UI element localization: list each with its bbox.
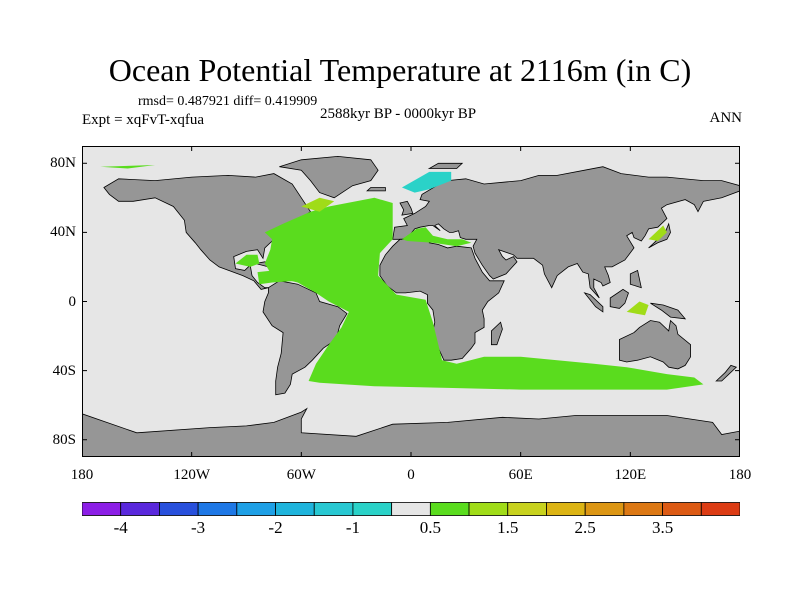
colorbar-box	[82, 502, 122, 516]
colorbar-label: 3.5	[651, 518, 674, 537]
x-tick-label: 0	[407, 467, 415, 483]
colorbar-box	[623, 502, 663, 516]
region-eurasia	[392, 166, 740, 299]
region-antarctica	[82, 407, 740, 457]
region-australia	[619, 319, 691, 370]
colorbar-label: -3	[191, 518, 206, 537]
region-borneo	[609, 288, 629, 309]
region-arctic-positive	[100, 165, 156, 169]
region-sumatra	[583, 292, 604, 313]
colorbar-label: 2.5	[574, 518, 596, 537]
colorbar-box	[197, 502, 238, 516]
y-tick-label: 40S	[52, 362, 76, 379]
x-tick-label: 180	[70, 467, 94, 483]
x-tick-label: 120W	[173, 467, 210, 483]
colorbar-label: 1.5	[497, 518, 519, 537]
colorbar-box	[120, 502, 160, 516]
stats-text: rmsd= 0.487921 diff= 0.419909	[138, 94, 318, 109]
x-tick-label: 60E	[508, 467, 533, 483]
region-caribbean-positive	[257, 270, 298, 285]
colorbar-box	[662, 502, 702, 516]
experiment-label: Expt = xqFvT-xqfua	[82, 112, 205, 128]
region-gulf-positive	[235, 254, 260, 267]
map-title: Ocean Potential Temperature at 2116m (in…	[108, 52, 692, 88]
y-tick-label: 80N	[50, 155, 76, 172]
region-new-zealand	[715, 364, 738, 382]
region-uk	[399, 200, 414, 216]
y-tick-label: 0	[68, 293, 77, 310]
region-mediterranean-positive	[401, 227, 472, 247]
region-svalbard	[427, 162, 464, 169]
region-south-america	[262, 280, 348, 396]
region-madagascar	[491, 321, 503, 346]
colorbar-box	[507, 502, 547, 516]
region-atlantic-positive	[264, 197, 704, 390]
colorbar-box	[700, 502, 740, 516]
colorbar-label: -2	[268, 518, 283, 537]
colorbar-box	[468, 502, 509, 516]
colorbar-box	[352, 502, 393, 516]
colorbar-box	[429, 502, 470, 516]
colorbar-box	[236, 502, 276, 516]
colorbar-label: -1	[345, 518, 361, 537]
region-japan-sea-light	[648, 225, 667, 241]
x-tick-label: 180	[728, 467, 752, 483]
region-japan	[648, 222, 671, 249]
map-plot	[82, 146, 740, 457]
region-new-guinea	[650, 302, 687, 320]
colorbar-label: -4	[113, 518, 128, 537]
colorbar-box	[313, 502, 354, 516]
region-philippines	[629, 269, 642, 289]
map-regions	[82, 155, 740, 457]
region-norwegian-teal	[401, 171, 452, 193]
map-frame	[82, 146, 740, 457]
x-tick-label: 60W	[286, 467, 316, 483]
colorbar-label: 0.5	[419, 518, 441, 537]
colorbar-box	[546, 502, 586, 516]
region-north-america	[103, 173, 312, 290]
x-tick-label: 120E	[614, 467, 647, 483]
region-iceland	[366, 187, 386, 192]
region-indonesia-light	[626, 301, 649, 316]
colorbar-box	[159, 502, 199, 516]
season-label: ANN	[709, 110, 743, 126]
colorbar-box	[275, 502, 315, 516]
period-label: 2588kyr BP - 0000kyr BP	[320, 106, 477, 122]
colorbar-box	[391, 502, 431, 516]
colorbar	[82, 502, 740, 516]
y-tick-label: 40N	[50, 224, 76, 241]
colorbar-box	[584, 502, 625, 516]
y-tick-label: 80S	[52, 431, 76, 448]
region-greenland	[279, 155, 379, 199]
region-labrador-light	[301, 197, 335, 212]
